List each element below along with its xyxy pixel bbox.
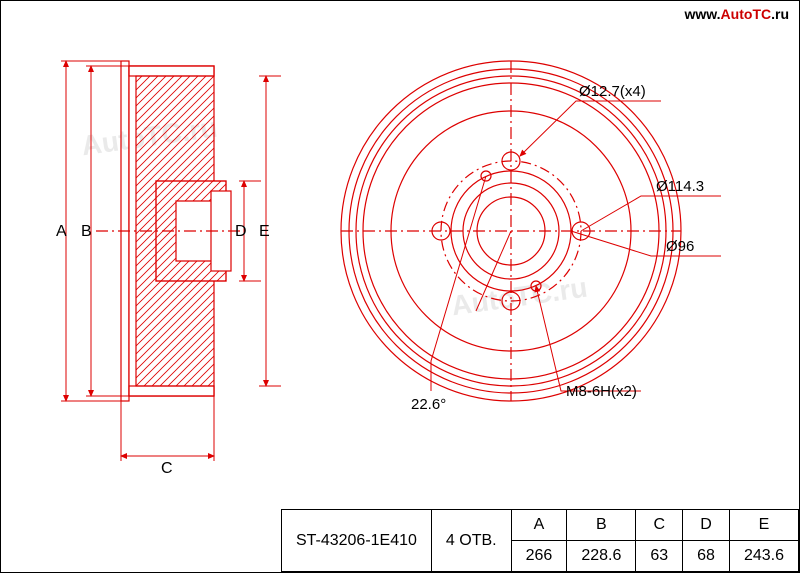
svg-text:Ø114.3: Ø114.3 <box>656 178 704 195</box>
svg-text:A: A <box>56 223 67 240</box>
part-number: ST-43206-1E410 <box>281 510 431 572</box>
front-labels: Ø12.7(x4) Ø114.3 Ø96 M8-6H(x2) 22.6° <box>411 83 704 413</box>
side-view <box>96 61 241 401</box>
svg-text:D: D <box>235 223 247 240</box>
svg-text:C: C <box>161 460 173 477</box>
val-E: 243.6 <box>729 541 798 572</box>
svg-text:M8-6H(x2): M8-6H(x2) <box>566 383 637 400</box>
svg-text:Ø12.7(x4): Ø12.7(x4) <box>579 83 646 100</box>
val-B: 228.6 <box>567 541 636 572</box>
col-B: B <box>567 510 636 541</box>
col-D: D <box>683 510 730 541</box>
svg-text:22.6°: 22.6° <box>411 396 446 413</box>
technical-drawing: A B C D E Ø12.7(x4) Ø114.3 Ø96 M8-6H(x2)… <box>1 1 800 574</box>
col-E: E <box>729 510 798 541</box>
svg-text:E: E <box>259 223 270 240</box>
col-C: C <box>636 510 683 541</box>
val-A: 266 <box>511 541 567 572</box>
holes-count: 4 OTB. <box>431 510 511 572</box>
svg-text:Ø96: Ø96 <box>666 238 694 255</box>
svg-text:B: B <box>81 223 92 240</box>
val-D: 68 <box>683 541 730 572</box>
col-A: A <box>511 510 567 541</box>
val-C: 63 <box>636 541 683 572</box>
spec-table: ST-43206-1E410 4 OTB. A B C D E 266 228.… <box>281 509 799 572</box>
